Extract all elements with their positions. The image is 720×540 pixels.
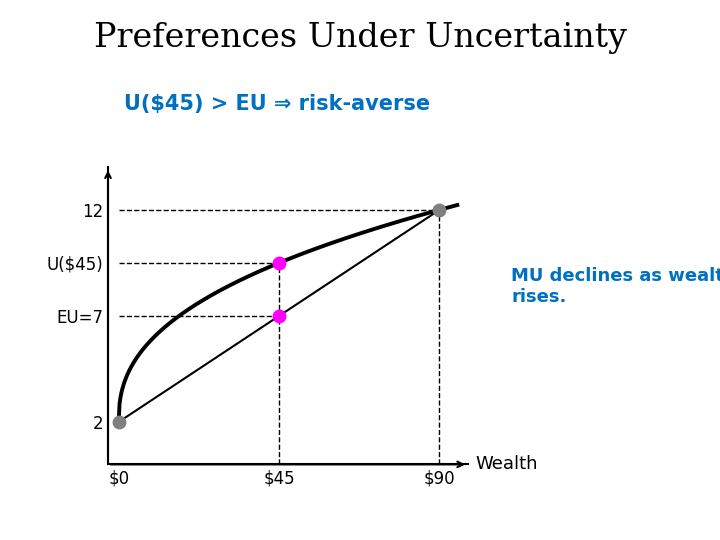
Text: Wealth: Wealth <box>475 455 538 474</box>
Text: U($45) > EU ⇒ risk-averse: U($45) > EU ⇒ risk-averse <box>124 94 431 114</box>
Text: MU declines as wealth
rises.: MU declines as wealth rises. <box>511 267 720 306</box>
Text: Preferences Under Uncertainty: Preferences Under Uncertainty <box>94 22 626 53</box>
